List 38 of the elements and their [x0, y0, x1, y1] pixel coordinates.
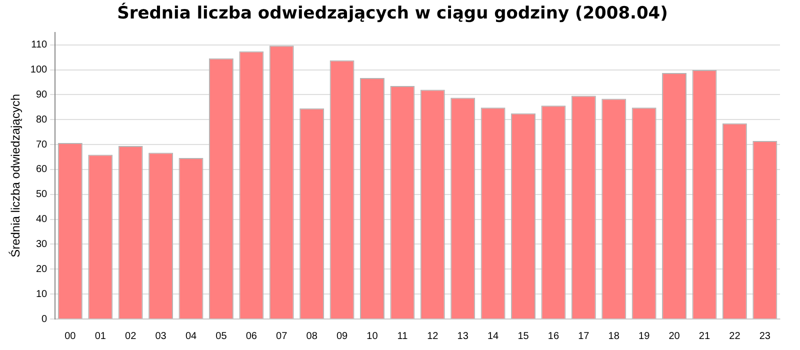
x-tick-label: 01: [94, 330, 106, 342]
y-tick-label: 20: [36, 264, 48, 275]
x-tick-label: 21: [698, 330, 710, 342]
x-tick-label: 19: [638, 330, 650, 342]
x-tick-label: 20: [668, 330, 680, 342]
x-tick-label: 17: [578, 330, 590, 342]
x-tick-label: 14: [487, 330, 500, 342]
chart-title: Średnia liczba odwiedzających w ciągu godziny (2008.04): [117, 2, 668, 24]
y-tick-label: 0: [42, 314, 48, 325]
x-tick-label: 16: [548, 330, 560, 342]
x-tick-label: 13: [457, 330, 469, 342]
y-tick-label: 30: [36, 238, 48, 250]
y-tick-label: 60: [36, 164, 48, 176]
x-tick-label: 09: [336, 330, 348, 342]
y-axis-title: Średnia liczba odwiedzających: [8, 94, 23, 258]
x-tick-label: 06: [246, 330, 258, 342]
x-tick-label: 23: [759, 330, 771, 342]
x-tick-label: 00: [64, 330, 76, 342]
y-tick-label: 90: [36, 89, 48, 100]
x-tick-label: 18: [608, 330, 620, 342]
y-tick-label: 10: [36, 288, 48, 300]
x-tick-label: 08: [306, 330, 318, 342]
y-tick-label: 110: [31, 40, 48, 51]
x-tick-label: 11: [397, 330, 408, 342]
x-tick-label: 02: [125, 330, 137, 342]
y-tick-label: 40: [36, 214, 48, 226]
y-tick-label: 50: [36, 189, 48, 200]
y-tick-label: 80: [36, 114, 48, 126]
y-tick-label: 100: [30, 64, 48, 76]
x-tick-label: 10: [366, 330, 378, 342]
x-tick-label: 07: [276, 330, 288, 342]
x-tick-label: 15: [518, 330, 530, 342]
x-tick-label: 22: [729, 330, 741, 342]
x-tick-label: 12: [427, 330, 439, 342]
x-tick-label: 03: [155, 330, 167, 342]
x-tick-label: 05: [216, 330, 228, 342]
x-tick-label: 04: [185, 330, 198, 342]
y-tick-label: 70: [36, 139, 48, 150]
